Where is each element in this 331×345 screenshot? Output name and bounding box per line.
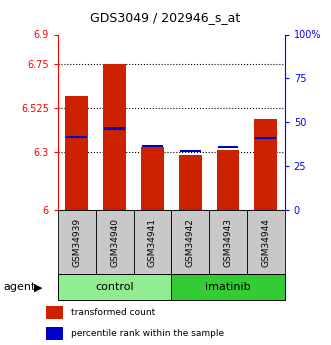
Bar — [171, 210, 209, 274]
Bar — [209, 210, 247, 274]
Bar — [141, 147, 164, 210]
Text: GDS3049 / 202946_s_at: GDS3049 / 202946_s_at — [90, 11, 241, 24]
Bar — [180, 150, 201, 152]
Text: percentile rank within the sample: percentile rank within the sample — [71, 329, 224, 338]
Bar — [58, 210, 96, 274]
Bar — [171, 274, 285, 300]
Bar — [58, 274, 171, 300]
Text: GSM34940: GSM34940 — [110, 218, 119, 267]
Bar — [66, 96, 88, 210]
Bar — [256, 137, 276, 139]
Bar — [255, 119, 277, 210]
Bar — [133, 210, 171, 274]
Bar — [46, 327, 63, 339]
Text: ▶: ▶ — [34, 282, 42, 292]
Bar — [96, 210, 133, 274]
Bar — [217, 146, 238, 148]
Bar — [104, 127, 125, 129]
Bar — [142, 145, 163, 147]
Text: transformed count: transformed count — [71, 308, 155, 317]
Bar — [103, 64, 126, 210]
Text: GSM34942: GSM34942 — [186, 218, 195, 267]
Bar — [216, 150, 239, 210]
Bar — [247, 210, 285, 274]
Bar — [179, 155, 202, 210]
Text: GSM34944: GSM34944 — [261, 218, 270, 267]
Bar — [46, 306, 63, 318]
Bar — [67, 136, 87, 138]
Text: GSM34943: GSM34943 — [223, 218, 232, 267]
Text: agent: agent — [3, 282, 36, 292]
Text: GSM34939: GSM34939 — [72, 218, 81, 267]
Text: control: control — [95, 282, 134, 292]
Text: imatinib: imatinib — [205, 282, 251, 292]
Text: GSM34941: GSM34941 — [148, 218, 157, 267]
